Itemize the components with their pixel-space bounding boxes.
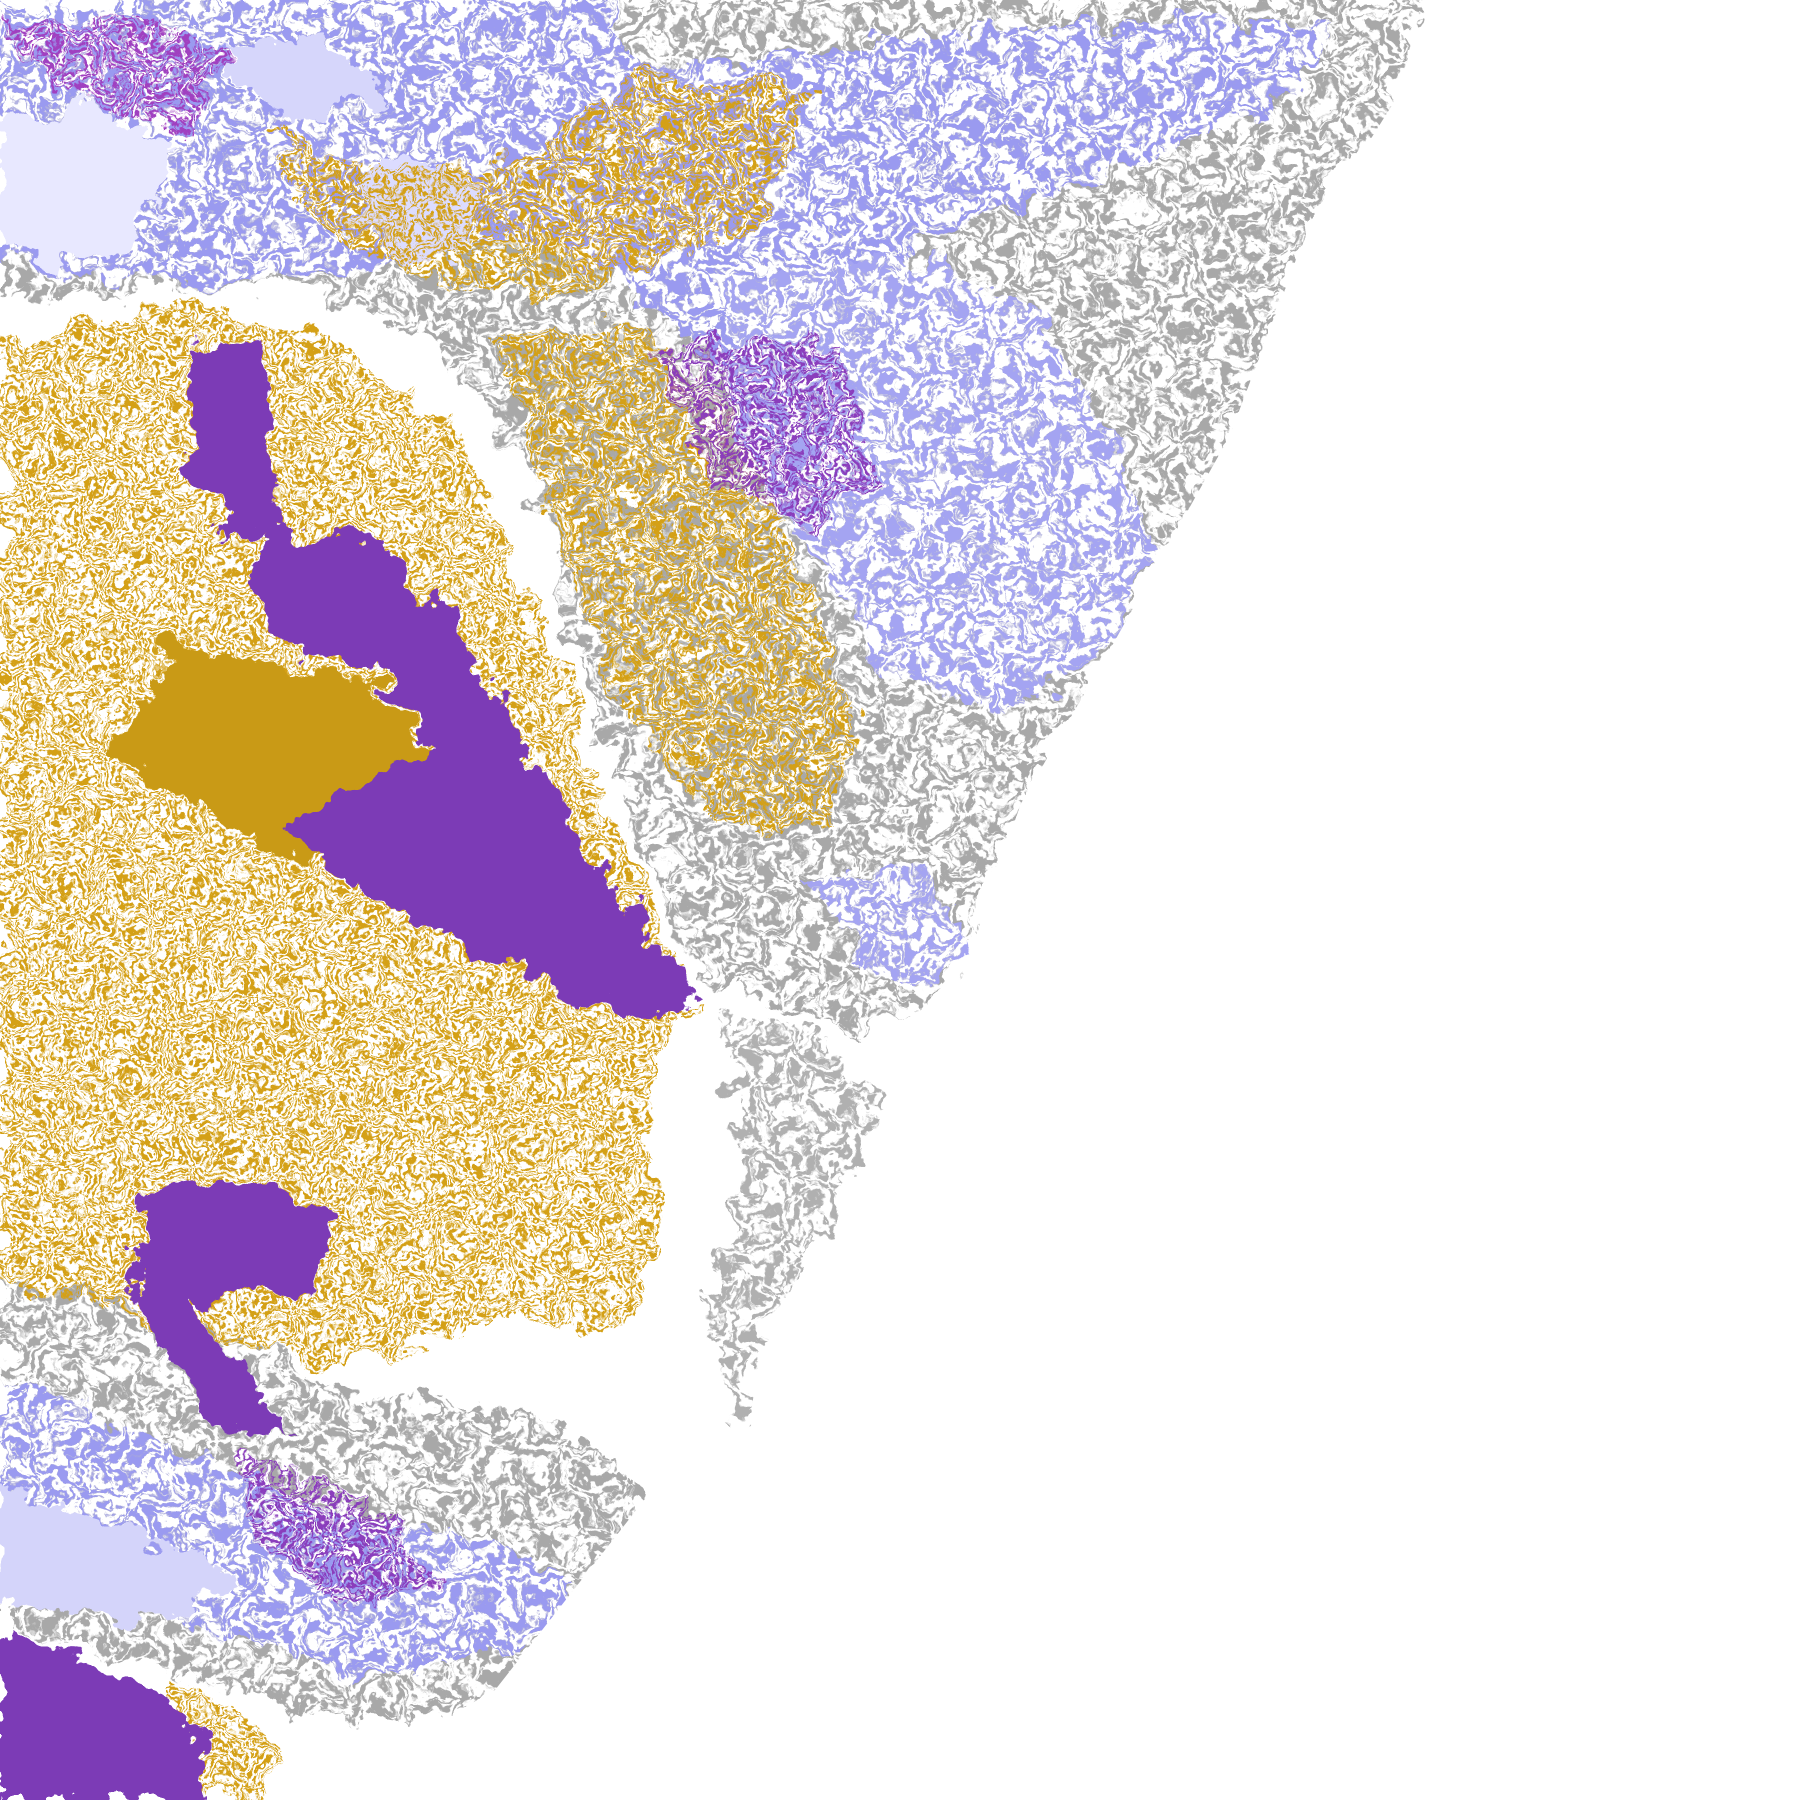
gold-region (266, 68, 812, 299)
cloud-lavender (811, 873, 975, 988)
purple-region (0, 1631, 209, 1800)
magenta-speckle (0, 11, 232, 138)
clear-sky (440, 0, 1800, 1800)
purple-region (127, 1183, 337, 1436)
cloud-white (0, 103, 174, 265)
purple-speckle (649, 344, 882, 529)
cloud-white (220, 34, 383, 127)
cloud-gray-streak (707, 1010, 882, 1425)
purple-speckle (231, 1447, 441, 1609)
purple-region (243, 528, 696, 1023)
gold-region (498, 321, 859, 828)
purple-layer (0, 11, 882, 1800)
purple-region (185, 344, 279, 540)
cloud-white (0, 1493, 232, 1632)
